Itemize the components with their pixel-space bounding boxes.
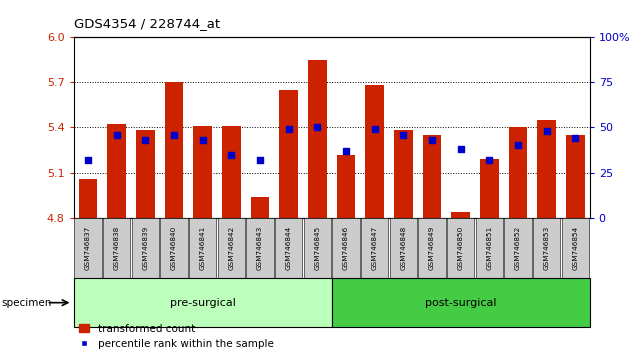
Bar <box>365 85 384 218</box>
Point <box>398 132 408 137</box>
Bar <box>447 218 474 278</box>
Text: specimen: specimen <box>1 298 52 308</box>
Text: GSM746847: GSM746847 <box>372 226 378 270</box>
Bar <box>361 218 388 278</box>
Bar <box>504 218 531 278</box>
Text: GSM746837: GSM746837 <box>85 226 91 270</box>
Point <box>169 132 179 137</box>
Point <box>283 126 294 132</box>
Bar <box>451 212 470 218</box>
Bar <box>165 82 183 218</box>
Bar <box>189 218 216 278</box>
Bar <box>537 120 556 218</box>
Point <box>312 125 322 130</box>
Bar <box>566 135 585 218</box>
Bar <box>422 135 442 218</box>
Bar <box>562 218 589 278</box>
Text: pre-surgical: pre-surgical <box>170 298 236 308</box>
Point <box>542 128 552 134</box>
Bar <box>194 126 212 218</box>
Text: GSM746842: GSM746842 <box>228 226 235 270</box>
Point <box>140 137 151 143</box>
Bar <box>222 126 241 218</box>
Bar <box>108 124 126 218</box>
Bar <box>480 159 499 218</box>
Bar <box>394 130 413 218</box>
Text: GDS4354 / 228744_at: GDS4354 / 228744_at <box>74 17 220 30</box>
Bar <box>304 218 331 278</box>
Text: GSM746838: GSM746838 <box>113 226 120 270</box>
Text: GSM746840: GSM746840 <box>171 226 177 270</box>
Text: GSM746845: GSM746845 <box>314 226 320 270</box>
Point <box>255 157 265 163</box>
Text: GSM746841: GSM746841 <box>200 226 206 270</box>
Text: GSM746844: GSM746844 <box>286 226 292 270</box>
Point <box>197 137 208 143</box>
Legend: transformed count, percentile rank within the sample: transformed count, percentile rank withi… <box>79 324 274 349</box>
Text: GSM746843: GSM746843 <box>257 226 263 270</box>
Point <box>341 148 351 154</box>
Bar <box>279 90 298 218</box>
Point <box>513 143 523 148</box>
Bar <box>251 196 269 218</box>
Point <box>456 146 466 152</box>
Bar <box>74 218 102 278</box>
Bar <box>74 278 332 327</box>
Bar <box>160 218 188 278</box>
Text: GSM746846: GSM746846 <box>343 226 349 270</box>
Bar <box>337 154 355 218</box>
Text: GSM746853: GSM746853 <box>544 226 550 270</box>
Bar <box>308 60 327 218</box>
Point <box>83 157 93 163</box>
Bar <box>332 278 590 327</box>
Text: GSM746849: GSM746849 <box>429 226 435 270</box>
Text: GSM746850: GSM746850 <box>458 226 463 270</box>
Bar <box>103 218 130 278</box>
Point <box>112 132 122 137</box>
Text: GSM746839: GSM746839 <box>142 226 148 270</box>
Bar <box>79 178 97 218</box>
Text: GSM746852: GSM746852 <box>515 226 521 270</box>
Bar <box>275 218 303 278</box>
Point <box>226 152 237 157</box>
Bar <box>333 218 360 278</box>
Text: GSM746851: GSM746851 <box>487 226 492 270</box>
Bar <box>419 218 445 278</box>
Point <box>570 136 581 141</box>
Bar <box>476 218 503 278</box>
Point <box>370 126 380 132</box>
Bar <box>246 218 274 278</box>
Bar <box>218 218 245 278</box>
Point <box>427 137 437 143</box>
Text: GSM746848: GSM746848 <box>401 226 406 270</box>
Point <box>484 157 494 163</box>
Text: GSM746854: GSM746854 <box>572 226 578 270</box>
Text: post-surgical: post-surgical <box>425 298 497 308</box>
Bar <box>136 130 154 218</box>
Bar <box>509 127 528 218</box>
Bar <box>533 218 560 278</box>
Bar <box>390 218 417 278</box>
Bar <box>132 218 159 278</box>
